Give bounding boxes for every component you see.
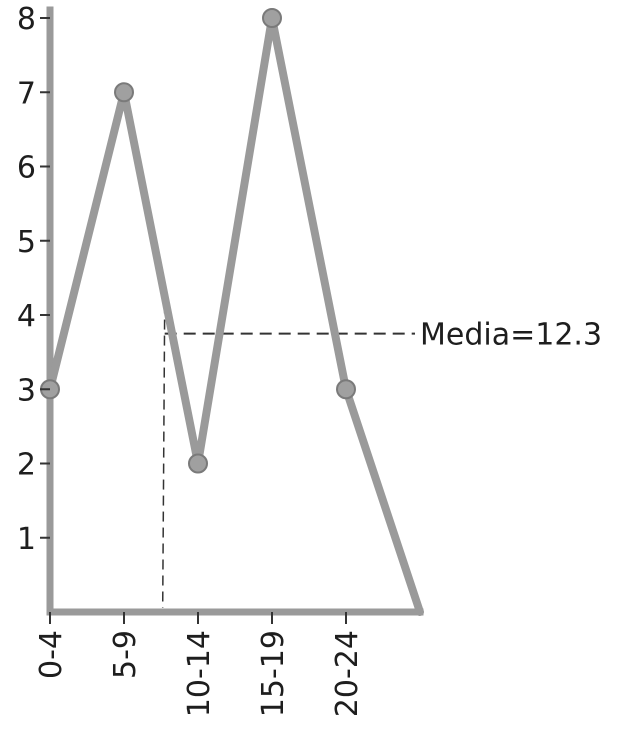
x-tick-label: 0-4 <box>34 630 69 679</box>
y-tick-label: 5 <box>17 225 36 260</box>
y-tick-label: 8 <box>17 2 36 37</box>
y-tick-label: 1 <box>17 522 36 557</box>
frequency-polygon <box>46 14 424 616</box>
data-point <box>114 82 134 103</box>
y-tick-label: 2 <box>17 448 36 483</box>
y-tick-label: 3 <box>17 373 36 408</box>
median-label: Media=12.3 <box>420 318 602 353</box>
median-annotation: Media=12.3 <box>161 303 602 609</box>
data-points <box>40 8 356 474</box>
x-tick-label: 15-19 <box>256 630 291 717</box>
data-point <box>188 453 208 474</box>
x-tick-label: 20-24 <box>330 630 365 717</box>
y-tick-label: 7 <box>17 76 36 111</box>
x-tick-label: 5-9 <box>108 630 143 679</box>
y-tick-label: 4 <box>17 299 36 334</box>
data-point <box>336 379 356 400</box>
series-line <box>46 14 424 616</box>
median-vertical-dashed-line <box>161 303 166 609</box>
y-tick-label: 6 <box>17 151 36 186</box>
y-tick-labels: 1 2 3 4 5 6 7 8 <box>17 2 50 557</box>
data-point <box>262 8 282 28</box>
axes <box>46 6 424 616</box>
x-tick-label: 10-14 <box>182 630 217 717</box>
x-tick-labels: 0-4 5-9 10-14 15-19 20-24 <box>34 612 365 717</box>
